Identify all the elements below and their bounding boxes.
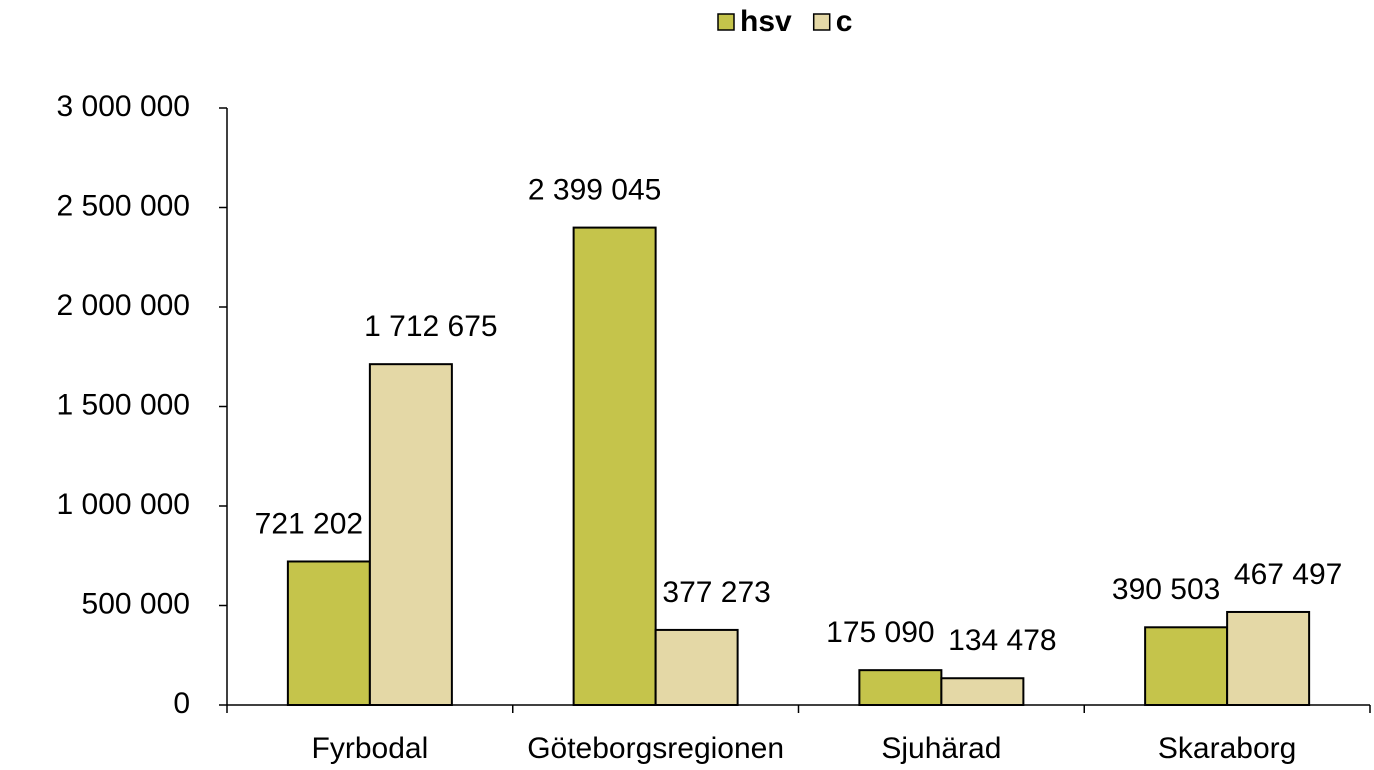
- data-label: 721 202: [255, 507, 363, 540]
- x-tick-label: Göteborgsregionen: [527, 732, 784, 765]
- data-label: 2 399 045: [528, 174, 661, 207]
- bar: [654, 628, 739, 706]
- y-tick-label: 1 500 000: [57, 388, 190, 421]
- y-tick-label: 1 000 000: [57, 488, 190, 521]
- bar: [286, 560, 371, 706]
- legend-label: hsv: [740, 5, 792, 38]
- data-label: 1 712 675: [364, 310, 497, 343]
- bar: [572, 226, 657, 706]
- x-tick-label: Sjuhärad: [881, 732, 1001, 765]
- bar: [858, 669, 943, 707]
- data-label: 467 497: [1234, 558, 1342, 591]
- y-tick-label: 2 500 000: [57, 189, 190, 222]
- bar: [1226, 610, 1311, 706]
- y-tick-label: 500 000: [82, 587, 190, 620]
- data-label: 134 478: [948, 624, 1056, 657]
- legend-swatch: [717, 13, 735, 31]
- data-label: 390 503: [1112, 573, 1220, 606]
- y-tick-label: 3 000 000: [57, 90, 190, 123]
- bar: [1144, 626, 1229, 707]
- y-tick-label: 0: [173, 687, 190, 720]
- y-tick-label: 2 000 000: [57, 289, 190, 322]
- bar: [368, 363, 453, 706]
- legend-swatch: [812, 13, 831, 31]
- bar: [940, 677, 1025, 707]
- data-label: 175 090: [826, 616, 934, 649]
- x-tick-label: Fyrbodal: [312, 732, 429, 765]
- x-tick-label: Skaraborg: [1158, 732, 1296, 765]
- legend-label: c: [836, 5, 853, 38]
- data-label: 377 273: [662, 576, 770, 609]
